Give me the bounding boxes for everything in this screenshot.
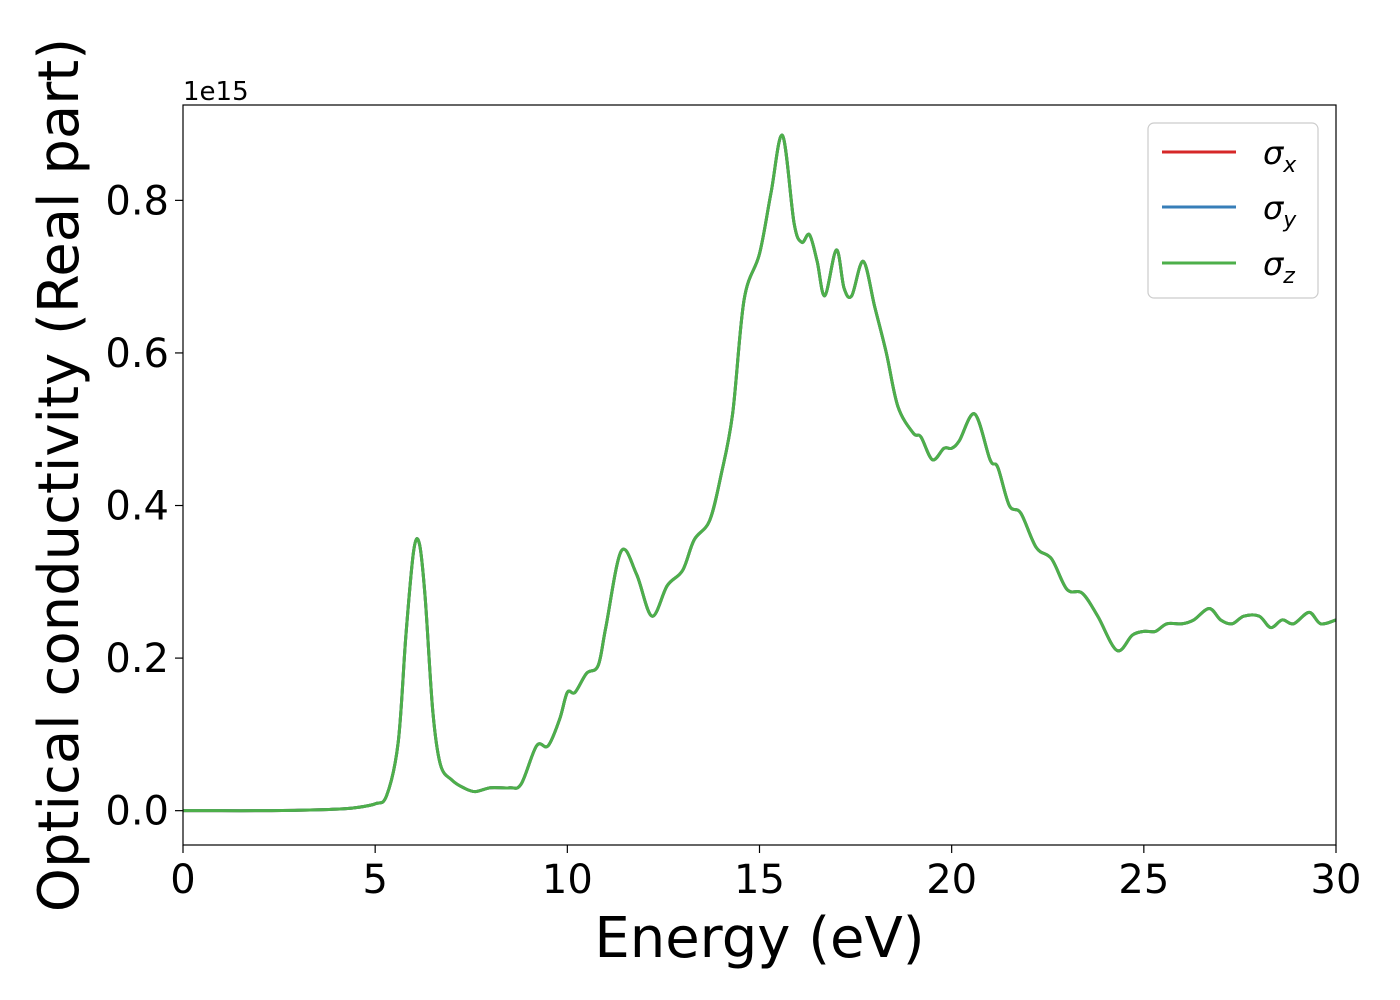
series-layer <box>183 133 1336 813</box>
x-axis: 0 5 10 15 20 25 30 <box>170 845 1361 903</box>
x-axis-label: Energy (eV) <box>594 906 924 971</box>
y-tick-label: 0.4 <box>105 484 169 530</box>
legend-label: σx <box>1263 134 1297 178</box>
y-axis: 0.0 0.2 0.4 0.6 0.8 <box>105 178 183 835</box>
x-tick-label: 25 <box>1118 857 1169 903</box>
y-tick-label: 0.0 <box>105 789 169 835</box>
x-tick-label: 15 <box>734 857 785 903</box>
y-tick-label: 0.8 <box>105 178 169 224</box>
x-tick-label: 0 <box>170 857 195 903</box>
y-tick-label: 0.6 <box>105 331 169 377</box>
y-tick-label: 0.2 <box>105 636 169 682</box>
x-tick-label: 10 <box>542 857 593 903</box>
x-tick-label: 30 <box>1311 857 1362 903</box>
series-line-z <box>183 133 1336 813</box>
legend-item-y: σy <box>1162 189 1297 233</box>
plot-area <box>182 104 1337 846</box>
y-axis-label: Optical conductivity (Real part) <box>27 38 92 912</box>
y-offset-label: 1e15 <box>183 77 249 107</box>
legend-item-x: σx <box>1162 134 1297 178</box>
legend-box <box>1147 122 1319 299</box>
x-tick-label: 20 <box>926 857 977 903</box>
x-tick-label: 5 <box>362 857 387 903</box>
